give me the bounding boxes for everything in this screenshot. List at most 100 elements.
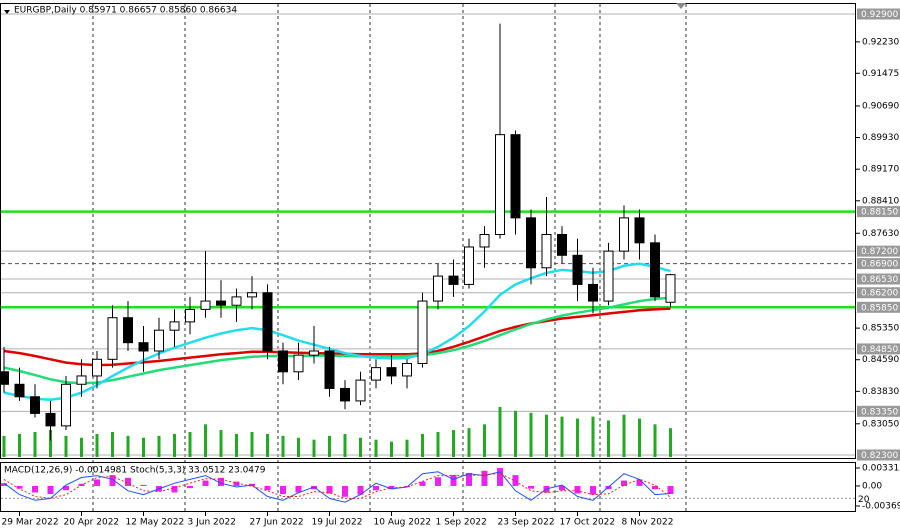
candle-body bbox=[650, 242, 660, 298]
level-label: 0.82300 bbox=[861, 451, 898, 461]
macd-bar bbox=[32, 485, 38, 493]
y-tick-label: 0.84590 bbox=[862, 355, 899, 365]
candle-body bbox=[123, 317, 133, 344]
y-tick-label: 0.92230 bbox=[862, 37, 899, 47]
axes: 0.92230 0.91475 0.90690 0.89930 0.89170 0.884… bbox=[2, 8, 900, 528]
price-panel bbox=[0, 13, 856, 457]
volume-bar bbox=[390, 441, 393, 457]
volume-bar bbox=[297, 437, 300, 457]
volume-bar bbox=[2, 435, 6, 457]
x-tick-label: 8 Nov 2022 bbox=[622, 518, 674, 528]
level-box bbox=[857, 8, 900, 20]
macd-bar bbox=[481, 470, 488, 486]
volume-bar bbox=[250, 432, 254, 457]
stoch-tick-label: 20 bbox=[858, 495, 870, 505]
volume-bar bbox=[49, 430, 52, 457]
macd-bar bbox=[357, 485, 364, 495]
macd-bar bbox=[109, 475, 116, 486]
macd-bar bbox=[450, 475, 457, 486]
macd-bar bbox=[667, 485, 674, 495]
candle-body bbox=[169, 321, 180, 331]
indicator-frame bbox=[0, 462, 856, 512]
macd-bar bbox=[63, 485, 69, 491]
macd-bar bbox=[295, 485, 302, 493]
level-box bbox=[857, 245, 900, 257]
macd-bar bbox=[326, 485, 333, 494]
x-tick-label: 19 Jul 2022 bbox=[312, 518, 363, 528]
moving-average bbox=[3, 262, 671, 401]
macd-bar bbox=[559, 485, 565, 491]
volume-bar bbox=[343, 433, 347, 457]
candle-body bbox=[138, 342, 149, 352]
candle-body bbox=[262, 292, 273, 352]
volume-bar bbox=[576, 418, 579, 457]
macd-bar bbox=[47, 485, 54, 495]
menu-arrow[interactable] bbox=[4, 10, 10, 14]
candle-body bbox=[293, 354, 304, 373]
candle-body bbox=[200, 300, 211, 310]
level-label: 0.92900 bbox=[861, 10, 898, 20]
price-frame bbox=[0, 3, 856, 459]
y-tick-label: 0.83050 bbox=[862, 419, 899, 429]
volume-bar bbox=[95, 433, 99, 457]
macd-bar bbox=[636, 479, 643, 486]
candle-body bbox=[526, 217, 536, 269]
candle-body bbox=[324, 350, 335, 389]
y-tick-label: 0.83830 bbox=[862, 387, 899, 397]
volume-bar bbox=[33, 432, 37, 457]
level-label: 0.86900 bbox=[861, 260, 898, 270]
x-tick-label: 27 Jun 2022 bbox=[250, 518, 304, 528]
candle-body bbox=[61, 383, 71, 427]
volume-bar bbox=[328, 435, 331, 457]
x-tick-label: 10 Aug 2022 bbox=[374, 518, 432, 528]
y-tick-label: 0.89930 bbox=[862, 133, 899, 143]
volume-bar bbox=[157, 435, 161, 457]
volume-bar bbox=[421, 433, 424, 457]
x-tick-label: 12 May 2022 bbox=[126, 518, 185, 528]
candle-body bbox=[231, 296, 242, 306]
macd-bar bbox=[233, 481, 240, 486]
candle-body bbox=[355, 379, 366, 402]
volume-bar bbox=[173, 433, 176, 457]
indicator-tick-label: 0.0033126 bbox=[862, 464, 900, 474]
volume-bar bbox=[514, 410, 517, 457]
candle-body bbox=[309, 350, 319, 356]
candle-body bbox=[634, 217, 645, 244]
volume-bar bbox=[235, 433, 238, 457]
candle-body bbox=[402, 362, 412, 377]
moving-average bbox=[3, 307, 671, 367]
volume-bar bbox=[80, 437, 83, 457]
volume-bar bbox=[436, 432, 440, 457]
vertical-grid bbox=[92, 4, 687, 511]
moving-average bbox=[3, 296, 671, 385]
level-label: 0.83350 bbox=[861, 407, 898, 417]
level-label: 0.85850 bbox=[861, 303, 898, 313]
candle-body bbox=[185, 308, 195, 323]
macd-bar bbox=[342, 485, 348, 497]
volume-bar bbox=[219, 430, 223, 457]
indicator-title: MACD(12,26,9) -0.0014981 Stoch(5,3,3) 33… bbox=[4, 466, 266, 476]
candle-body bbox=[619, 217, 629, 252]
macd-bar bbox=[125, 477, 131, 486]
y-tick-label: 0.91475 bbox=[862, 69, 899, 79]
level-label: 0.87200 bbox=[861, 247, 898, 257]
y-tick-label: 0.90690 bbox=[862, 101, 899, 111]
level-box bbox=[857, 301, 900, 313]
macd-bar bbox=[652, 485, 658, 490]
candle-body bbox=[278, 350, 288, 373]
volume-bar bbox=[374, 439, 378, 457]
candle-body bbox=[588, 283, 598, 302]
volume-bar bbox=[64, 435, 68, 457]
candle-body bbox=[154, 329, 164, 352]
candle-body bbox=[495, 134, 505, 235]
volume-bar bbox=[266, 433, 269, 457]
macd-bar bbox=[202, 480, 209, 486]
y-tick-label: 0.87630 bbox=[862, 229, 899, 239]
candle-body bbox=[448, 275, 459, 285]
candle-body bbox=[386, 367, 397, 377]
macd-bar bbox=[466, 472, 472, 486]
candle-body bbox=[14, 383, 25, 398]
volume-bar bbox=[483, 424, 486, 457]
